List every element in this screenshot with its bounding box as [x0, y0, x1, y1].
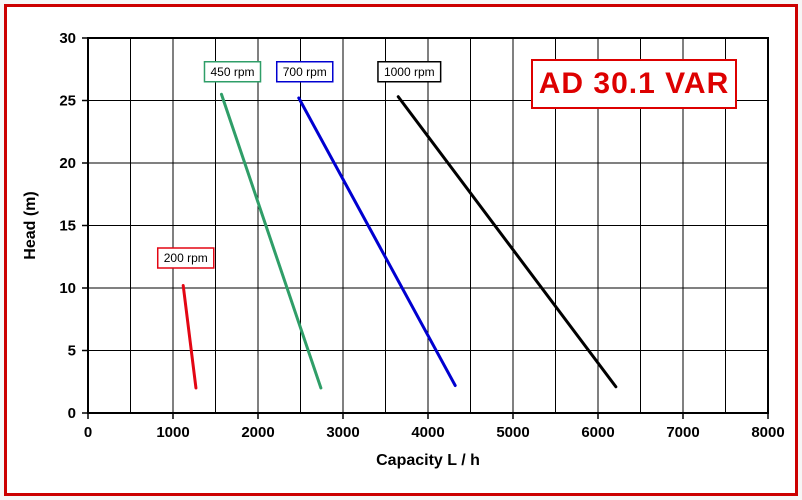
curve-450-rpm: [219, 92, 323, 390]
x-tick-label: 5000: [496, 424, 529, 441]
curve-label-text: 450 rpm: [210, 65, 254, 79]
curve-700-rpm: [297, 96, 457, 387]
x-tick-label: 8000: [751, 424, 784, 441]
x-tick-label: 1000: [156, 424, 189, 441]
y-axis-title: Head (m): [22, 191, 39, 259]
curve-label-box: [275, 61, 334, 83]
x-tick-label: 4000: [411, 424, 444, 441]
x-tick-label: 6000: [581, 424, 614, 441]
curve-label-text: 1000 rpm: [384, 65, 435, 79]
y-tick-label: 25: [59, 93, 76, 110]
x-tick-label: 0: [84, 424, 92, 441]
x-tick-label: 2000: [241, 424, 274, 441]
y-tick-label: 0: [68, 405, 76, 422]
x-tick-label: 7000: [666, 424, 699, 441]
y-tick-label: 15: [59, 218, 76, 235]
y-tick-label: 10: [59, 280, 76, 297]
y-tick-label: 30: [59, 30, 76, 47]
x-axis-title: Capacity L / h: [376, 452, 480, 469]
y-tick-label: 5: [68, 343, 76, 360]
chart-title: AD 30.1 VAR: [538, 67, 730, 100]
curve-200-rpm: [181, 284, 198, 390]
curve-label-box: [156, 247, 215, 269]
x-tick-label: 3000: [326, 424, 359, 441]
curve-label-box: [377, 61, 442, 83]
curve-label-box: [203, 61, 262, 83]
chart-title-box: AD 30.1 VAR: [531, 59, 737, 109]
curve-1000-rpm: [396, 95, 618, 389]
y-tick-label: 20: [59, 155, 76, 172]
curve-label-text: 200 rpm: [164, 251, 208, 265]
curve-label-text: 700 rpm: [283, 65, 327, 79]
outer-red-frame: 0 1000 2000 3000 4000 5000 6000 7000 8000 0 5 10 15 2…: [4, 4, 798, 496]
